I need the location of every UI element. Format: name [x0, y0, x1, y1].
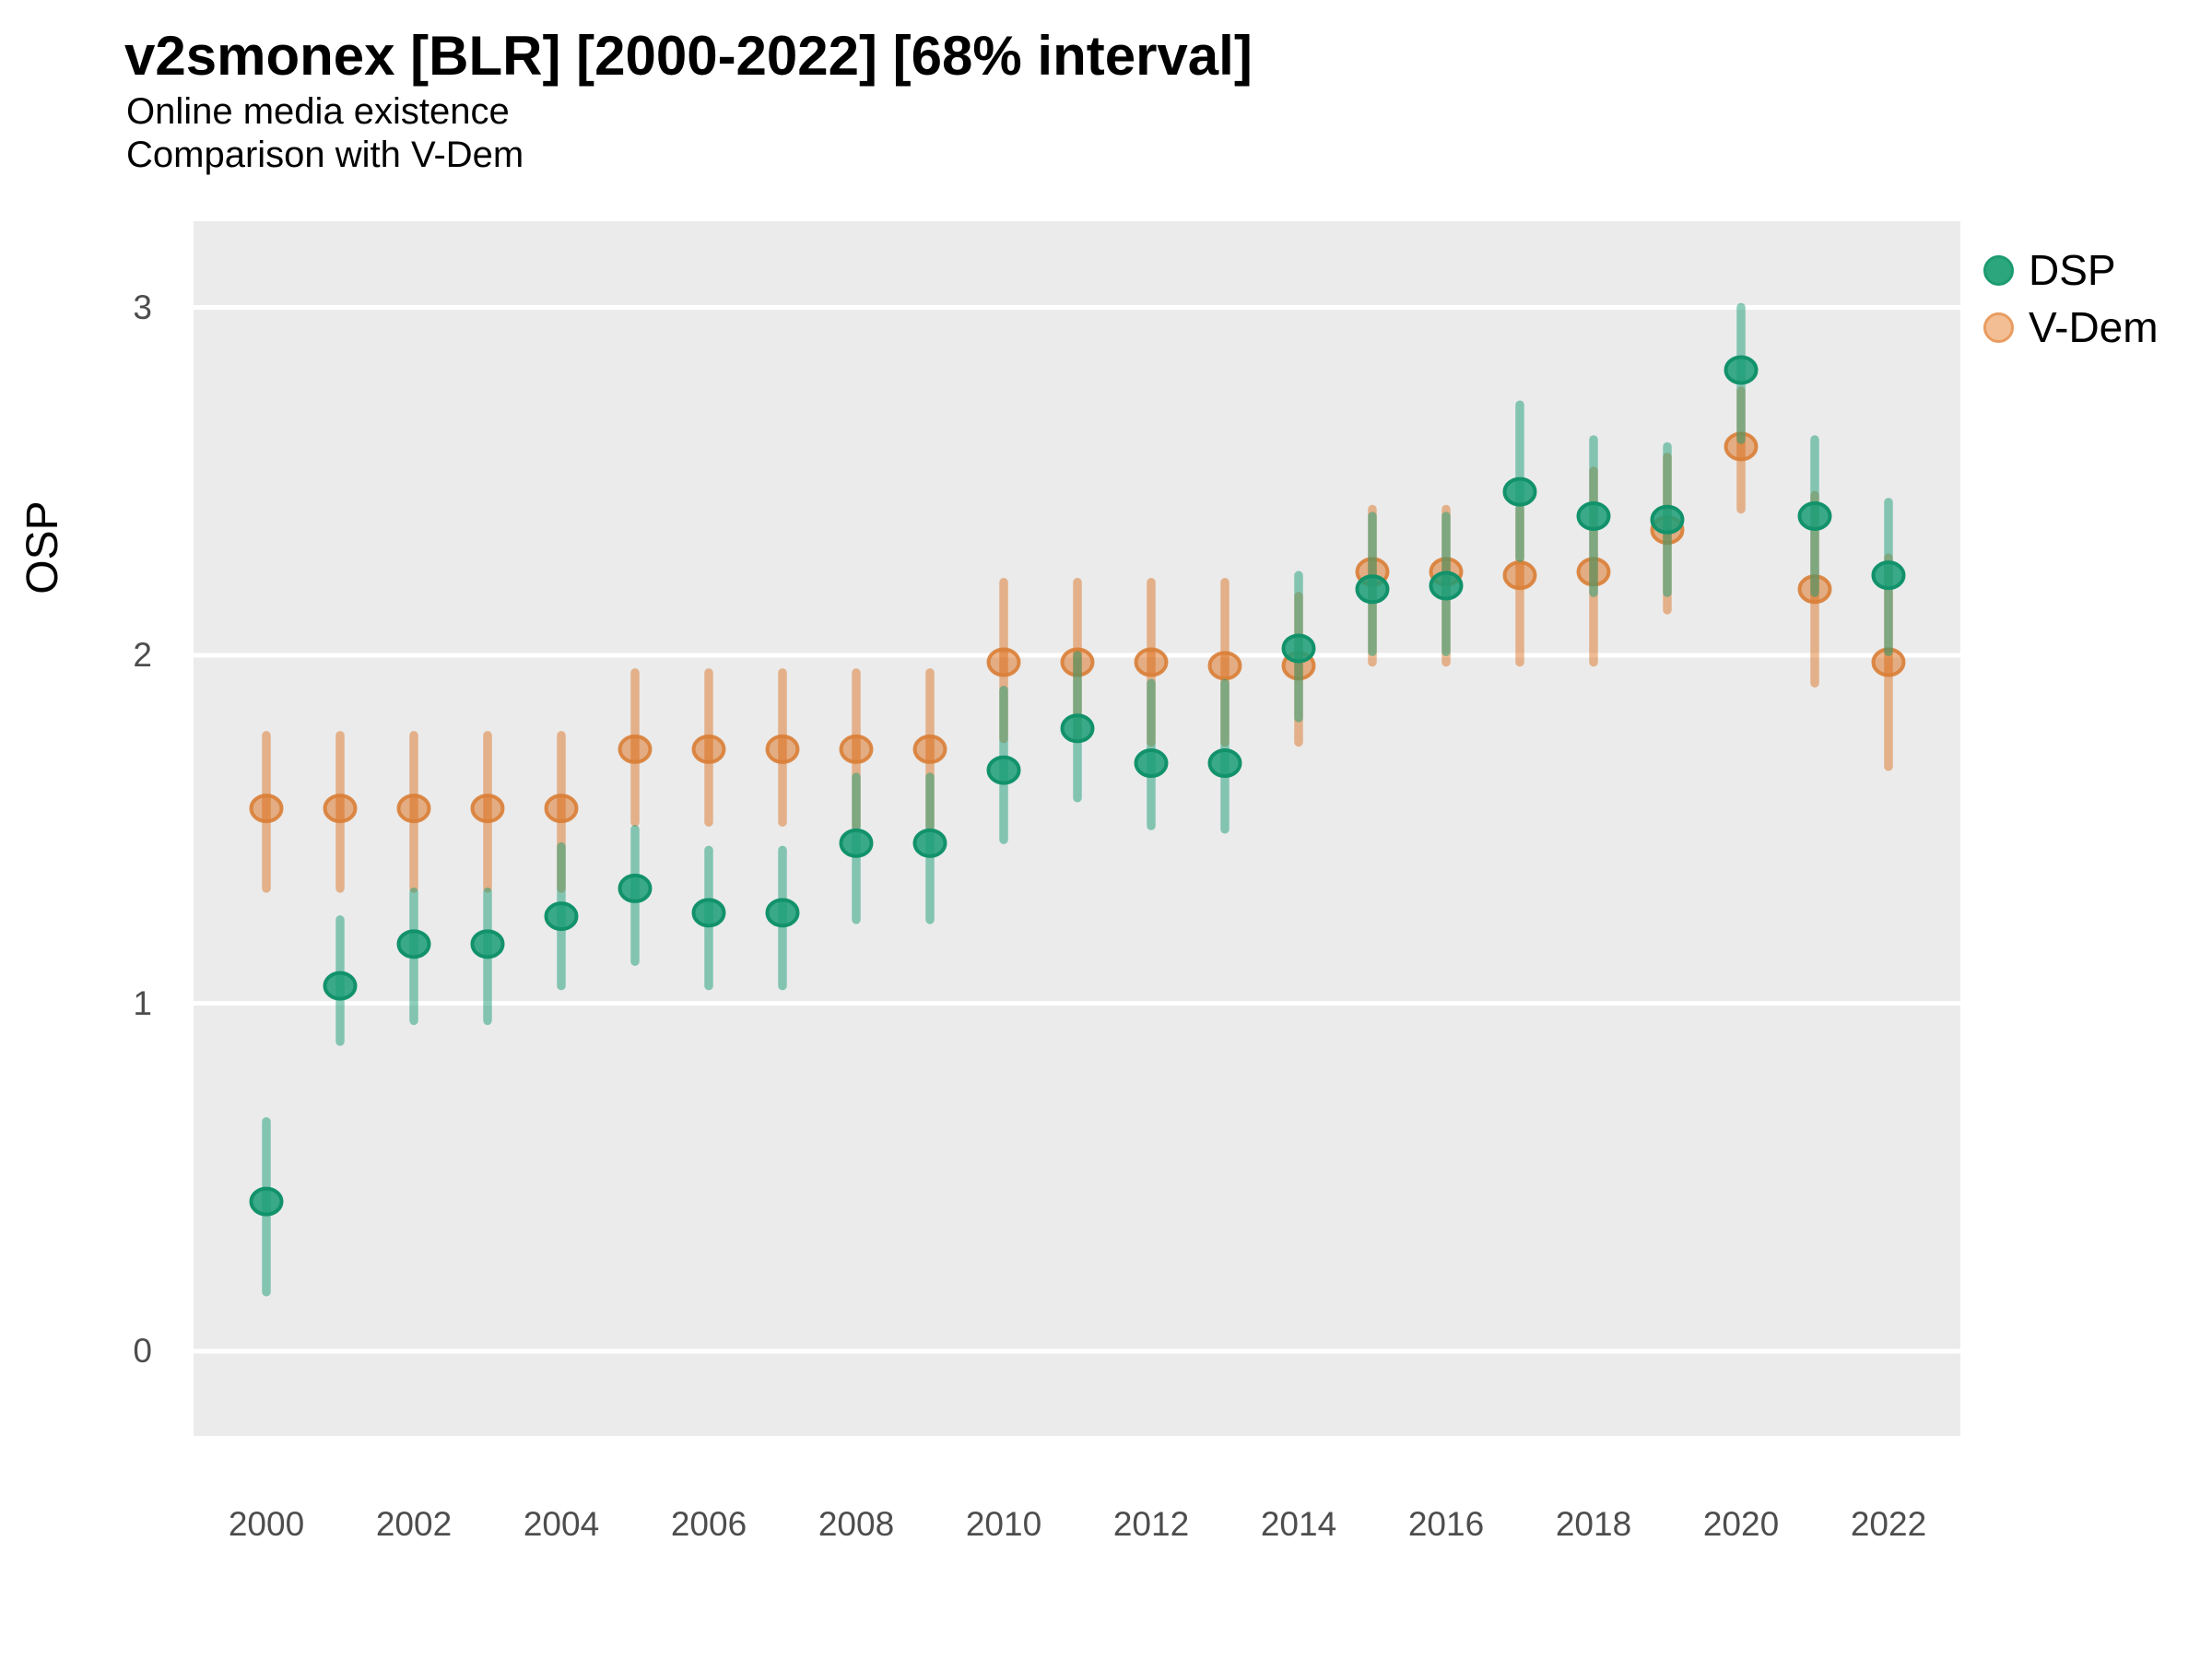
x-tick-label-2000: 2000: [228, 1505, 305, 1543]
v-dem-point-2004: [544, 794, 579, 824]
x-tick-label-2012: 2012: [1112, 1505, 1190, 1543]
dsp-point-2017: [1502, 477, 1537, 507]
dsp-point-2007: [765, 898, 800, 928]
x-tick-label-2018: 2018: [1555, 1505, 1632, 1543]
dsp-point-2016: [1429, 571, 1464, 601]
v-dem-point-2017: [1502, 560, 1537, 591]
y-tick-label-1: 1: [133, 983, 152, 1022]
dsp-point-2010: [986, 755, 1021, 785]
dsp-point-2003: [470, 929, 505, 959]
v-dem-point-2008: [839, 734, 874, 764]
dsp-point-2009: [912, 828, 947, 858]
plot-panel: [194, 221, 1960, 1436]
v-dem-point-2002: [396, 794, 431, 824]
legend-item-dsp: DSP: [1983, 241, 2159, 299]
dsp-point-2018: [1576, 501, 1611, 531]
y-tick-label-2: 2: [133, 636, 152, 674]
dsp-point-2013: [1207, 748, 1242, 779]
dsp-point-2001: [323, 971, 358, 1001]
chart-title: v2smonex [BLR] [2000-2022] [68% interval…: [124, 25, 1253, 87]
x-tick-label-2020: 2020: [1702, 1505, 1780, 1543]
dsp-point-2004: [544, 901, 579, 932]
dsp-point-2011: [1060, 713, 1095, 744]
dsp-point-2021: [1797, 501, 1832, 531]
legend-label-dsp: DSP: [2029, 246, 2116, 294]
v-dem-point-2005: [618, 734, 653, 764]
vdem-legend-swatch-icon: [1983, 312, 2014, 343]
x-tick-label-2006: 2006: [670, 1505, 747, 1543]
x-tick-label-2016: 2016: [1407, 1505, 1485, 1543]
y-tick-label-0: 0: [133, 1332, 152, 1370]
chart-subtitle: Online media existence: [126, 91, 510, 132]
v-dem-point-2009: [912, 734, 947, 764]
dsp-point-2015: [1355, 574, 1390, 605]
v-dem-point-2000: [249, 794, 284, 824]
x-tick-label-2022: 2022: [1850, 1505, 1927, 1543]
dsp-point-2014: [1281, 633, 1316, 664]
x-tick-label-2002: 2002: [375, 1505, 453, 1543]
y-tick-label-3: 3: [133, 288, 152, 326]
dsp-legend-swatch-icon: [1983, 254, 2014, 286]
v-dem-point-2012: [1134, 647, 1169, 677]
legend-item-vdem: V-Dem: [1983, 299, 2159, 356]
x-tick-label-2008: 2008: [818, 1505, 895, 1543]
v-dem-point-2013: [1207, 651, 1242, 681]
dsp-point-2022: [1871, 560, 1906, 591]
x-tick-label-2014: 2014: [1260, 1505, 1337, 1543]
dsp-point-2020: [1724, 355, 1759, 385]
v-dem-point-2003: [470, 794, 505, 824]
dsp-point-2008: [839, 828, 874, 858]
dsp-point-2012: [1134, 748, 1169, 779]
dsp-point-2006: [691, 898, 726, 928]
v-dem-point-2001: [323, 794, 358, 824]
legend: DSP V-Dem: [1983, 241, 2159, 356]
v-dem-point-2007: [765, 734, 800, 764]
x-tick-label-2010: 2010: [965, 1505, 1042, 1543]
x-tick-label-2004: 2004: [523, 1505, 600, 1543]
v-dem-point-2010: [986, 647, 1021, 677]
dsp-point-2002: [396, 929, 431, 959]
dsp-point-2019: [1650, 504, 1685, 535]
dsp-point-2005: [618, 873, 653, 903]
legend-label-vdem: V-Dem: [2029, 303, 2159, 351]
dsp-point-2000: [249, 1186, 284, 1217]
chart-subtitle-2: Comparison with V-Dem: [126, 135, 524, 175]
v-dem-point-2006: [691, 734, 726, 764]
